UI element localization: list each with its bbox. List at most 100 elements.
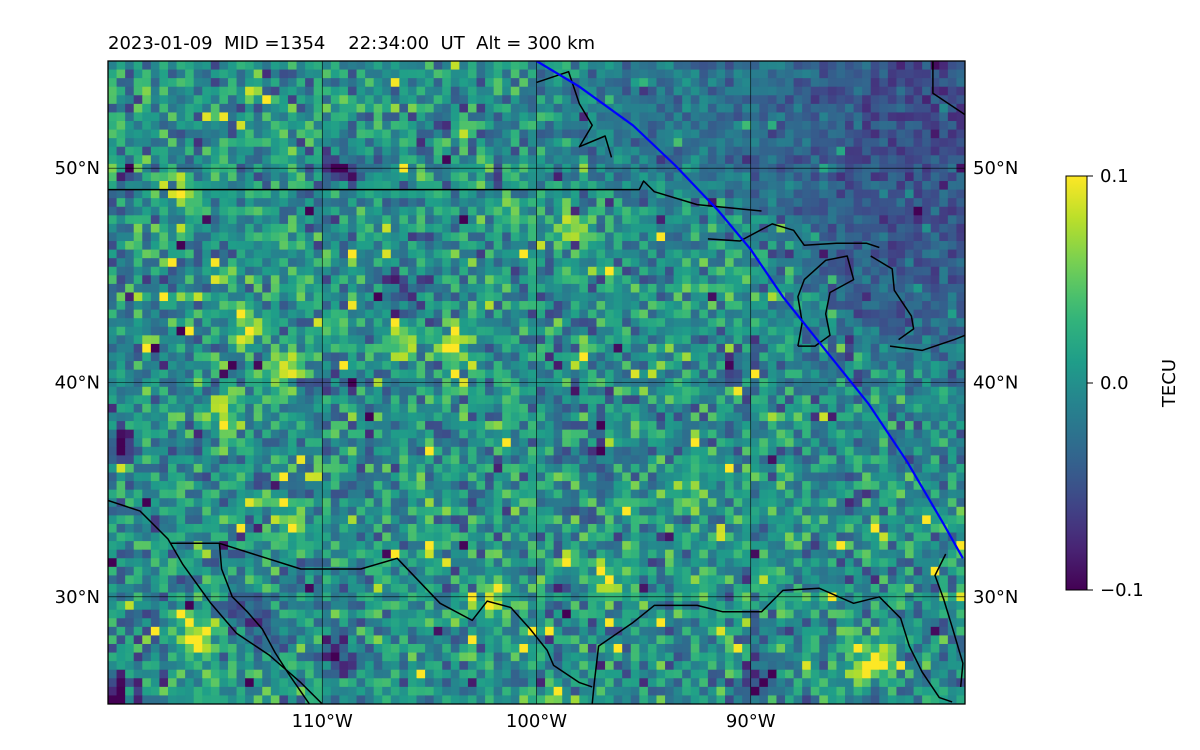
heatmap-cell <box>793 215 803 225</box>
heatmap-cell <box>562 146 572 156</box>
heatmap-cell <box>836 155 846 165</box>
heatmap-cell <box>896 403 906 414</box>
heatmap-cell <box>699 266 709 276</box>
heatmap-cell <box>562 112 572 122</box>
heatmap-cell <box>647 86 658 96</box>
heatmap-cell <box>425 181 435 191</box>
heatmap-cell <box>862 472 872 482</box>
heatmap-cell <box>870 481 880 491</box>
heatmap-cell <box>442 438 452 448</box>
heatmap-cell <box>656 309 666 319</box>
heatmap-cell <box>296 146 306 156</box>
heatmap-cell <box>596 198 606 208</box>
heatmap-cell <box>108 403 118 414</box>
heatmap-cell <box>939 181 949 191</box>
heatmap-cell <box>219 352 229 362</box>
heatmap-cell <box>862 95 872 105</box>
heatmap-cell <box>827 369 838 379</box>
heatmap-cell <box>845 472 855 482</box>
heatmap-cell <box>896 86 906 96</box>
heatmap-cell <box>125 343 135 354</box>
heatmap-cell <box>656 232 666 242</box>
heatmap-cell <box>493 215 503 225</box>
heatmap-cell <box>450 283 460 294</box>
heatmap-cell <box>339 429 349 439</box>
heatmap-cell <box>767 241 778 251</box>
heatmap-cell <box>382 215 392 225</box>
heatmap-cell <box>108 438 118 448</box>
heatmap-cell <box>245 121 255 131</box>
heatmap-cell <box>776 455 786 465</box>
heatmap-cell <box>827 343 838 354</box>
heatmap-cell <box>502 86 512 96</box>
heatmap-cell <box>390 292 400 302</box>
heatmap-cell <box>219 223 229 234</box>
heatmap-cell <box>802 206 812 216</box>
heatmap-cell <box>665 249 675 259</box>
heatmap-cell <box>279 446 289 456</box>
heatmap-cell <box>356 112 366 122</box>
heatmap-cell <box>527 78 538 88</box>
heatmap-cell <box>750 172 760 182</box>
heatmap-cell <box>767 172 778 182</box>
heatmap-cell <box>656 386 666 396</box>
heatmap-cell <box>527 446 538 456</box>
heatmap-cell <box>519 172 529 182</box>
heatmap-cell <box>793 189 803 199</box>
heatmap-cell <box>742 283 752 294</box>
heatmap-cell <box>167 403 178 414</box>
heatmap-cell <box>185 206 195 216</box>
heatmap-cell <box>707 146 718 156</box>
heatmap-cell <box>296 189 306 199</box>
heatmap-cell <box>382 292 392 302</box>
heatmap-cell <box>913 206 923 216</box>
heatmap-cell <box>305 241 315 251</box>
heatmap-cell <box>939 421 949 431</box>
heatmap-cell <box>159 343 169 354</box>
heatmap-cell <box>322 412 332 422</box>
heatmap-cell <box>810 155 820 165</box>
heatmap-cell <box>313 95 323 105</box>
heatmap-cell <box>776 249 786 259</box>
heatmap-cell <box>202 206 212 216</box>
heatmap-cell <box>373 481 383 491</box>
heatmap-cell <box>613 361 623 371</box>
heatmap-cell <box>193 206 203 216</box>
heatmap-cell <box>279 232 289 242</box>
heatmap-cell <box>536 198 546 208</box>
heatmap-cell <box>467 403 478 414</box>
heatmap-cell <box>493 95 503 105</box>
heatmap-cell <box>236 258 246 268</box>
heatmap-cell <box>776 121 786 131</box>
heatmap-cell <box>896 472 906 482</box>
heatmap-cell <box>690 472 700 482</box>
heatmap-cell <box>785 86 795 96</box>
heatmap-cell <box>862 215 872 225</box>
heatmap-cell <box>759 335 769 345</box>
heatmap-cell <box>819 241 829 251</box>
heatmap-cell <box>262 318 272 328</box>
heatmap-cell <box>562 301 572 311</box>
heatmap-cell <box>750 395 760 405</box>
heatmap-cell <box>810 129 820 139</box>
heatmap-cell <box>699 198 709 208</box>
heatmap-cell <box>759 369 769 379</box>
heatmap-cell <box>750 181 760 191</box>
heatmap-cell <box>202 343 212 354</box>
heatmap-cell <box>647 215 658 225</box>
heatmap-cell <box>227 283 238 294</box>
heatmap-cell <box>519 361 529 371</box>
heatmap-cell <box>767 215 778 225</box>
heatmap-cell <box>922 283 932 294</box>
heatmap-cell <box>296 455 306 465</box>
heatmap-cell <box>630 198 640 208</box>
heatmap-cell <box>159 301 169 311</box>
heatmap-cell <box>596 155 606 165</box>
heatmap-cell <box>553 395 563 405</box>
heatmap-cell <box>562 241 572 251</box>
heatmap-cell <box>382 69 392 79</box>
heatmap-cell <box>425 206 435 216</box>
heatmap-cell <box>313 112 323 122</box>
heatmap-cell <box>202 232 212 242</box>
heatmap-cell <box>870 421 880 431</box>
